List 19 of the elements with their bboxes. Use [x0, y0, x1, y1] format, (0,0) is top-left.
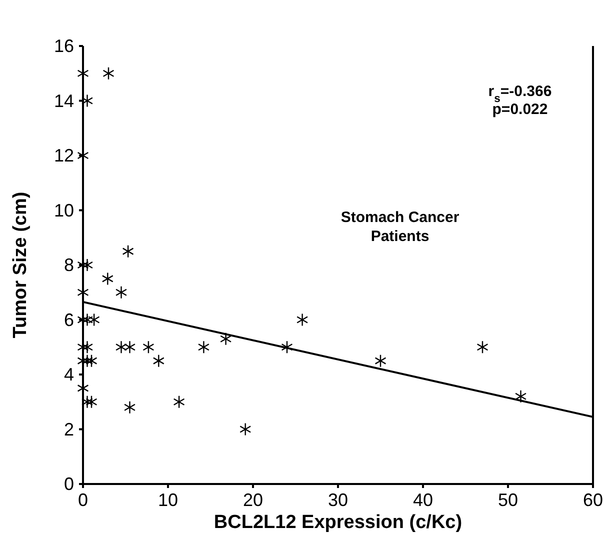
x-tick-label: 60: [582, 490, 604, 510]
x-tick-label: 50: [498, 490, 518, 510]
y-tick-label: 2: [64, 419, 74, 440]
x-axis-title: BCL2L12 Expression (c/Kc): [214, 512, 462, 533]
y-tick-label: 0: [64, 474, 74, 494]
x-tick-label: 20: [242, 490, 264, 510]
y-tick-label: 16: [54, 36, 74, 56]
y-tick-label: 4: [64, 364, 74, 384]
annotation: Stomach Cancer Patients: [340, 209, 460, 245]
y-tick-label: 8: [64, 255, 74, 275]
y-tick-label: 14: [54, 90, 74, 111]
x-tick-label: 10: [158, 490, 178, 510]
x-tick-label: 40: [412, 490, 434, 510]
y-axis-title: Tumor Size (cm): [10, 192, 31, 338]
y-tick-label: 10: [54, 200, 74, 220]
y-tick-label: 12: [54, 146, 74, 166]
x-tick-label: 30: [328, 490, 348, 510]
y-tick-label: 6: [64, 310, 74, 330]
x-tick-label: 0: [78, 490, 88, 510]
